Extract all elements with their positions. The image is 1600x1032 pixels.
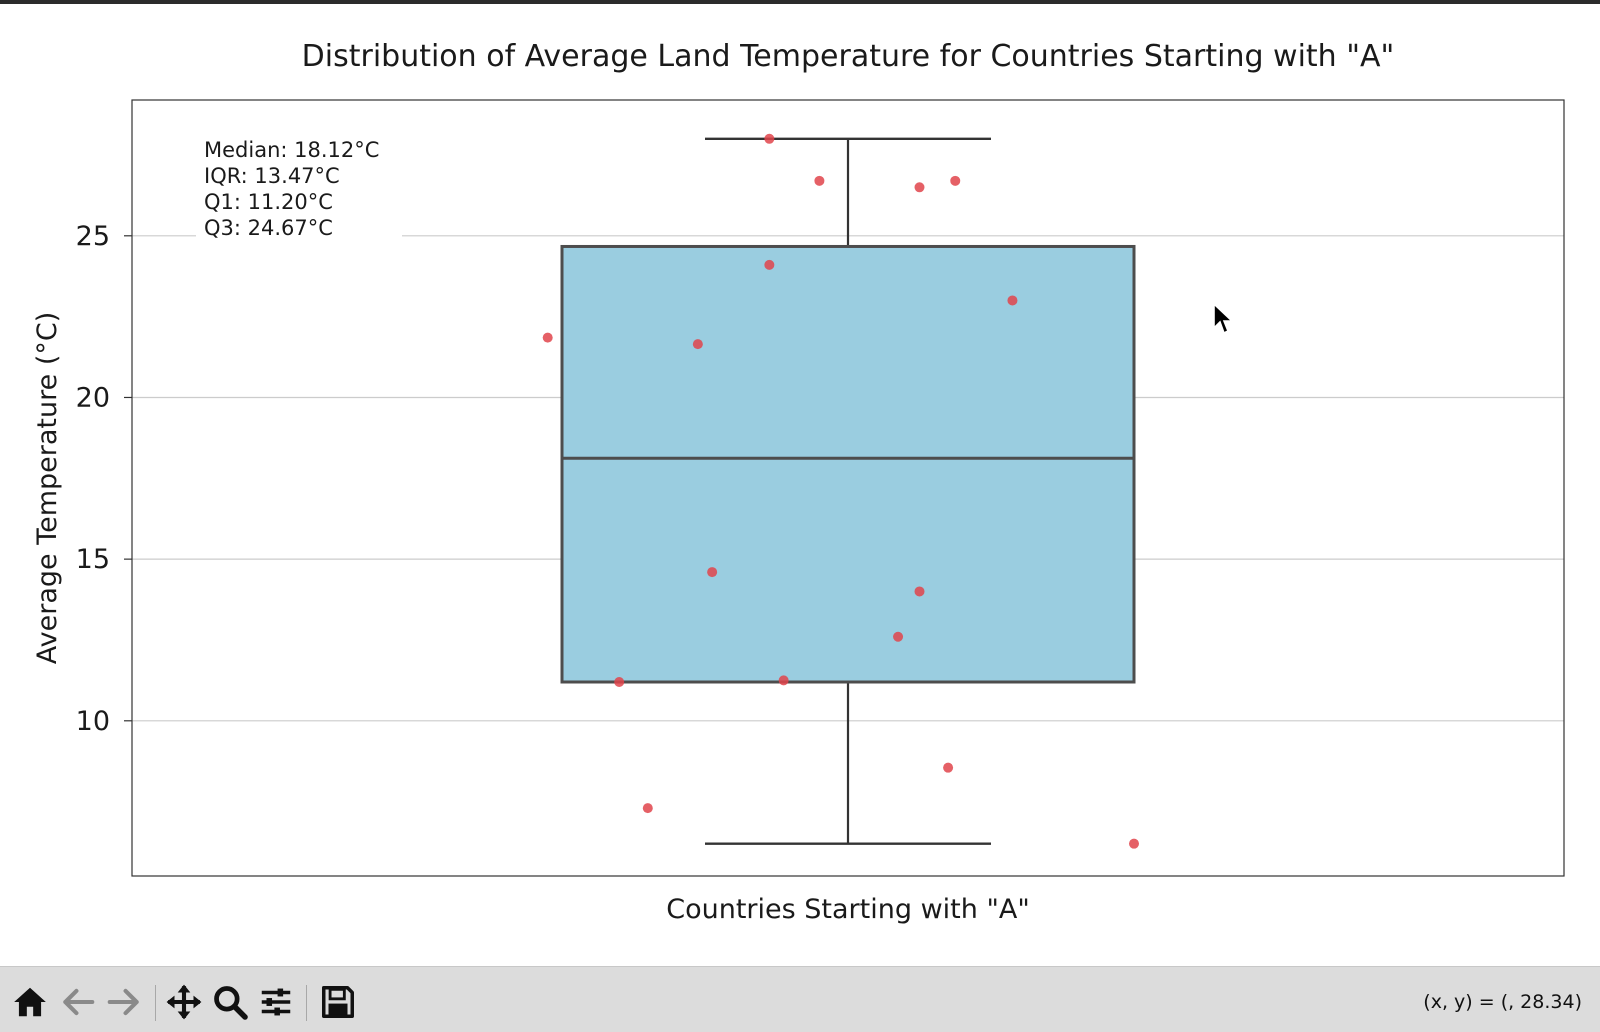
iqr-box bbox=[560, 244, 1136, 684]
home-button[interactable] bbox=[8, 980, 52, 1024]
data-point bbox=[1129, 838, 1139, 849]
data-point bbox=[764, 133, 775, 144]
data-point bbox=[914, 586, 925, 597]
move-icon bbox=[166, 984, 202, 1020]
data-point bbox=[778, 675, 789, 686]
y-axis-ticks: 10 15 20 25 bbox=[76, 221, 132, 737]
zoom-button[interactable] bbox=[208, 980, 252, 1024]
back-button[interactable] bbox=[56, 980, 100, 1024]
annotation-q3: Q3: 24.67°C bbox=[204, 216, 333, 240]
y-tick-label: 15 bbox=[76, 544, 110, 575]
floppy-disk-icon bbox=[322, 986, 354, 1018]
y-axis-label: Average Temperature (°C) bbox=[32, 312, 63, 665]
data-point bbox=[893, 631, 904, 642]
annotation-iqr: IQR: 13.47°C bbox=[204, 164, 340, 188]
home-icon bbox=[14, 987, 46, 1017]
stats-annotation-background bbox=[196, 132, 402, 246]
data-point bbox=[707, 567, 718, 578]
configure-subplots-button[interactable] bbox=[254, 980, 298, 1024]
data-point bbox=[914, 182, 925, 193]
data-point bbox=[614, 677, 625, 687]
data-point bbox=[814, 175, 825, 186]
data-point bbox=[943, 762, 954, 773]
annotation-q1: Q1: 11.20°C bbox=[204, 190, 333, 214]
y-tick-label: 25 bbox=[76, 221, 110, 252]
data-point bbox=[692, 339, 703, 350]
data-point bbox=[642, 803, 653, 814]
navigation-toolbar: (x, y) = (, 28.34) bbox=[0, 966, 1600, 1032]
magnifier-icon bbox=[214, 986, 248, 1020]
toolbar-separator bbox=[155, 985, 156, 1021]
save-button[interactable] bbox=[316, 980, 360, 1024]
chart-title: Distribution of Average Land Temperature… bbox=[302, 39, 1395, 74]
x-axis-label: Countries Starting with "A" bbox=[666, 894, 1030, 925]
sliders-icon bbox=[261, 988, 291, 1016]
box-plot bbox=[560, 137, 1136, 845]
pan-button[interactable] bbox=[162, 980, 206, 1024]
mouse-cursor-icon bbox=[1213, 302, 1234, 335]
toolbar-separator bbox=[306, 985, 307, 1021]
data-points bbox=[542, 133, 1139, 849]
data-point bbox=[542, 332, 553, 343]
data-point bbox=[764, 259, 775, 270]
plot-frame bbox=[131, 99, 1565, 877]
stats-annotation: Median: 18.12°C IQR: 13.47°C Q1: 11.20°C… bbox=[196, 132, 402, 246]
cursor-coordinates-readout: (x, y) = (, 28.34) bbox=[1423, 991, 1582, 1013]
arrow-right-icon bbox=[107, 988, 139, 1016]
data-point bbox=[950, 175, 961, 186]
y-tick-label: 20 bbox=[76, 382, 110, 413]
chart-figure: Distribution of Average Land Temperature… bbox=[32, 39, 1565, 925]
data-point bbox=[1007, 295, 1018, 306]
y-tick-label: 10 bbox=[76, 706, 110, 737]
annotation-median: Median: 18.12°C bbox=[204, 138, 379, 162]
arrow-left-icon bbox=[63, 988, 95, 1016]
forward-button[interactable] bbox=[102, 980, 146, 1024]
